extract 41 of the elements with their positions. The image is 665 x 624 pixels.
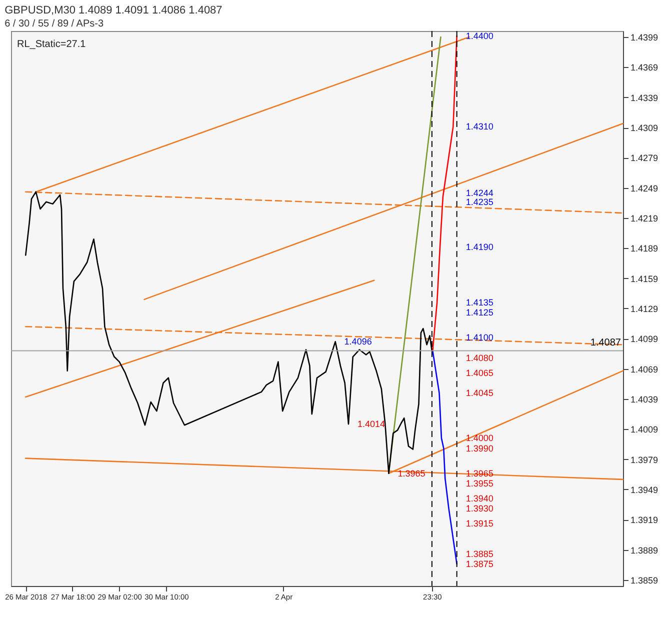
annotation: 1.4045	[466, 388, 494, 398]
annotation: 1.3930	[466, 504, 494, 514]
y-tick-label: 1.4369	[630, 62, 658, 73]
chart-subtitle: 6 / 30 / 55 / 89 / APs-3	[4, 18, 104, 30]
annotation: 1.3915	[466, 518, 494, 529]
annotation: 1.4096	[344, 336, 372, 347]
y-tick-label: 1.4399	[630, 32, 658, 43]
annotation: 1.3885	[466, 548, 494, 559]
chart-title: GBPUSD,M30 1.4089 1.4091 1.4086 1.4087	[4, 4, 222, 16]
annotation: 1.4000	[466, 433, 494, 444]
y-tick-label: 1.4159	[630, 274, 658, 284]
y-tick-label: 1.4009	[630, 424, 658, 435]
y-tick-label: 1.4069	[630, 364, 658, 374]
annotation: 1.4080	[466, 352, 494, 363]
annotation: 1.4244	[466, 188, 494, 198]
y-tick-label: 1.4279	[630, 153, 658, 164]
annotation: 1.4235	[466, 196, 494, 207]
annotation: RL_Static=27.1	[17, 39, 86, 50]
annotation: 1.4400	[466, 31, 494, 42]
annotation: 1.3955	[466, 478, 494, 488]
y-tick-label: 1.3919	[630, 515, 658, 526]
annotation: 1.4135	[466, 297, 494, 308]
annotation: 1.4065	[466, 368, 494, 378]
y-tick-label: 1.4099	[630, 334, 658, 344]
y-tick-label: 1.4309	[630, 123, 658, 134]
y-tick-label: 1.4249	[630, 183, 658, 194]
y-tick-label: 1.4039	[630, 394, 658, 404]
annotation: 1.3875	[466, 558, 494, 569]
annotation: 1.4190	[466, 242, 494, 252]
annotation: 1.4125	[466, 308, 494, 318]
y-tick-label: 1.4129	[630, 304, 658, 314]
annotation: 1.3990	[466, 443, 494, 454]
y-tick-label: 1.4339	[630, 92, 658, 103]
y-tick-label: 1.3979	[630, 454, 658, 465]
y-tick-label: 1.3889	[630, 545, 658, 556]
y-tick-label: 1.3949	[630, 484, 658, 495]
y-tick-label: 1.4219	[630, 214, 658, 224]
annotation: 1.4310	[466, 122, 494, 132]
y-tick-label: 1.3859	[630, 575, 658, 586]
annotation: 1.3940	[466, 494, 494, 504]
y-tick-label: 1.4189	[630, 244, 658, 254]
